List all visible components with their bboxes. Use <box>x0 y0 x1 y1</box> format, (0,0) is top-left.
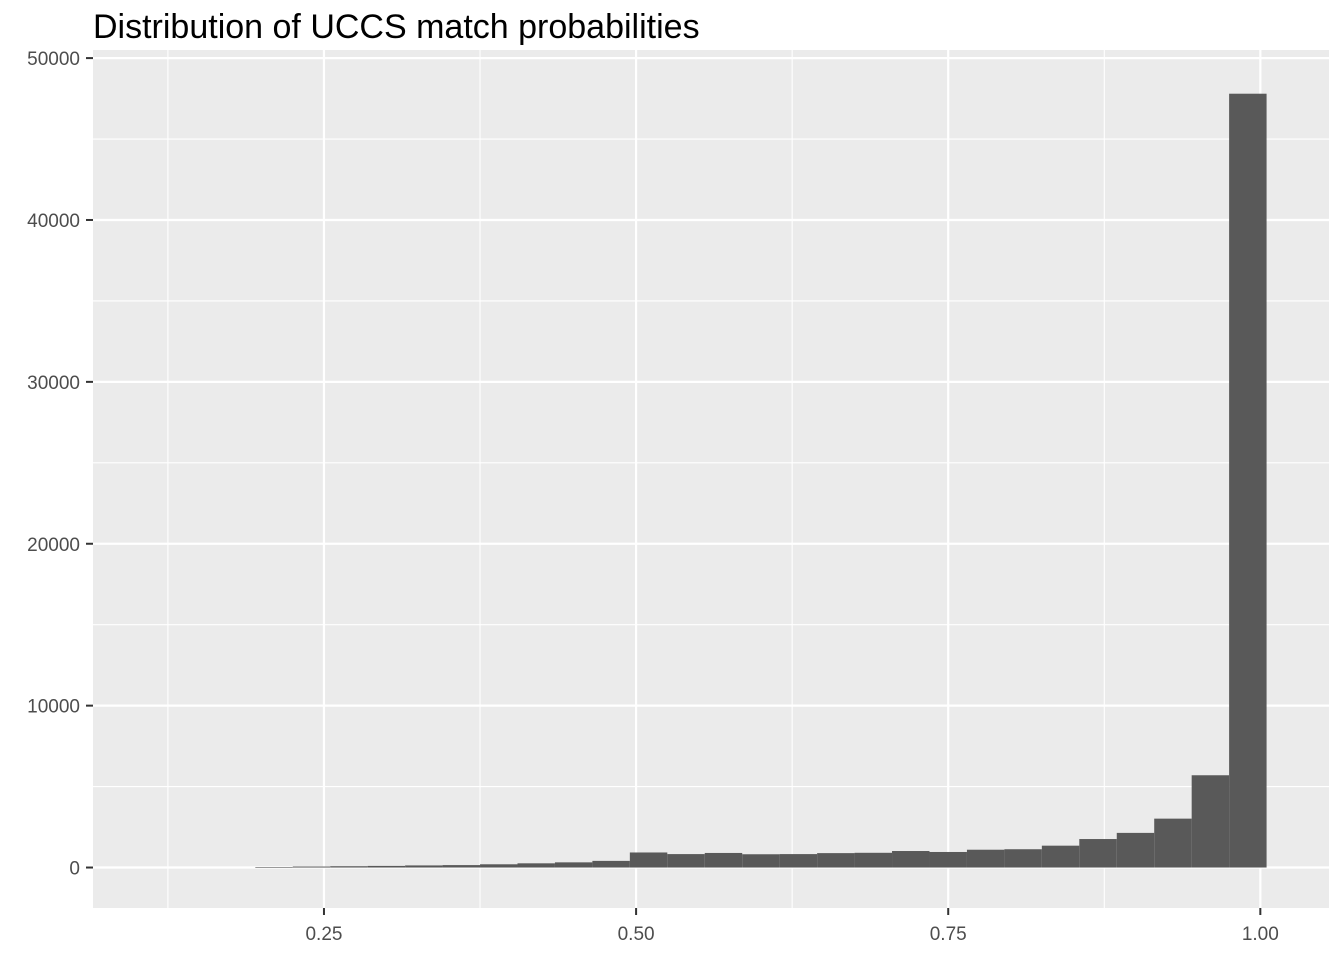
chart-title: Distribution of UCCS match probabilities <box>93 8 700 46</box>
histogram-bar-3 <box>367 865 406 868</box>
histogram-bar-26 <box>1229 93 1267 868</box>
histogram-bar-12 <box>704 852 743 868</box>
y-tick-label: 50000 <box>27 49 80 70</box>
histogram-bar-19 <box>966 849 1005 868</box>
x-axis: 0.25 0.50 0.75 1.00 <box>305 908 1279 945</box>
y-tick-label: 10000 <box>27 697 80 718</box>
histogram-bars <box>255 93 1267 868</box>
histogram-bar-16 <box>854 852 893 868</box>
histogram-bar-14 <box>779 854 818 868</box>
histogram-bar-8 <box>554 862 593 868</box>
y-axis: 0 10000 20000 30000 40000 50000 <box>27 49 93 880</box>
histogram-bar-9 <box>592 860 630 868</box>
histogram-bar-5 <box>442 865 481 868</box>
histogram-bar-2 <box>330 866 368 868</box>
histogram-bar-21 <box>1041 845 1080 868</box>
y-tick-label: 40000 <box>27 211 80 232</box>
x-tick-label: 1.00 <box>1242 924 1279 945</box>
y-tick-label: 20000 <box>27 535 80 556</box>
x-tick-label: 0.25 <box>305 924 342 945</box>
histogram-bar-11 <box>667 854 705 868</box>
histogram-bar-22 <box>1079 839 1117 868</box>
histogram-bar-1 <box>292 866 331 868</box>
x-tick-label: 0.50 <box>618 924 655 945</box>
histogram-bar-25 <box>1191 775 1230 868</box>
histogram-bar-10 <box>629 852 668 868</box>
x-tick-label: 0.75 <box>930 924 967 945</box>
histogram-bar-18 <box>929 851 967 868</box>
histogram-bar-20 <box>1004 849 1042 868</box>
histogram-bar-13 <box>742 854 780 868</box>
plot-panel <box>93 50 1329 908</box>
histogram-bar-7 <box>517 863 555 868</box>
y-tick-label: 30000 <box>27 373 80 394</box>
minor-gridlines <box>93 50 1329 908</box>
histogram-bar-23 <box>1116 832 1155 868</box>
histogram-bar-17 <box>892 851 930 868</box>
histogram-bar-4 <box>405 865 443 868</box>
histogram-bar-15 <box>817 853 855 868</box>
histogram-bar-6 <box>480 864 518 868</box>
histogram-bar-0 <box>255 867 293 868</box>
y-tick-label: 0 <box>69 859 80 880</box>
histogram-bar-24 <box>1154 818 1192 868</box>
